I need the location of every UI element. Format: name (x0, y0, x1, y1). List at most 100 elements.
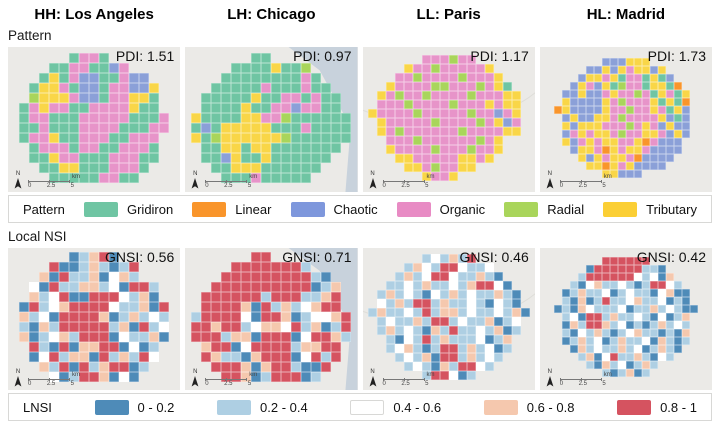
grid-cell (211, 163, 222, 173)
grid-cell (457, 317, 467, 326)
grid-cell (625, 58, 634, 66)
legend-item-label: Tributary (646, 201, 697, 217)
grid-cell (201, 153, 212, 163)
grid-cell (439, 136, 449, 145)
grid-cell (79, 372, 89, 382)
grid-cell (89, 73, 99, 83)
grid-cell (673, 337, 682, 345)
grid-cell (609, 281, 618, 289)
grid-cell (412, 118, 422, 127)
grid-cell (376, 127, 386, 136)
grid-cell (625, 106, 634, 114)
grid-cell (139, 352, 149, 362)
grid-cell (89, 133, 99, 143)
grid-cell (412, 64, 422, 73)
grid-cell (394, 118, 404, 127)
grid-cell (29, 133, 39, 143)
grid-cell (291, 372, 302, 382)
grid-cell (641, 146, 650, 154)
grid-cell (211, 292, 222, 302)
grid-cell (569, 337, 578, 345)
grid-cell (601, 281, 610, 289)
north-arrow-icon (14, 376, 22, 387)
grid-cell (665, 90, 674, 98)
grid-cell (231, 292, 242, 302)
map-chrome: N km 0 2.5 5 (546, 171, 612, 189)
grid-cell (231, 73, 242, 83)
grid-cell (601, 170, 610, 178)
grid-cell (129, 123, 139, 133)
grid-cell (484, 362, 494, 371)
grid-cell (241, 332, 252, 342)
north-arrow-icon (191, 376, 199, 387)
north-arrow: N (191, 369, 199, 387)
grid-cell (609, 106, 618, 114)
legend-item-label: Gridiron (126, 201, 174, 217)
grid-cell (291, 352, 302, 362)
grid-cell (221, 123, 232, 133)
grid-cell (421, 362, 431, 371)
grid-cell (475, 136, 485, 145)
grid-cell (585, 162, 594, 170)
grid-cell (79, 322, 89, 332)
grid-cell (311, 362, 322, 372)
grid-cell (385, 127, 395, 136)
grid-cell (412, 73, 422, 82)
grid-cell (367, 109, 377, 118)
grid-cell (99, 342, 109, 352)
grid-cell (448, 290, 458, 299)
grid-cell (119, 93, 129, 103)
grid-cell (261, 153, 272, 163)
grid-cell (394, 326, 404, 335)
grid-cell (457, 55, 467, 64)
grid-cell (439, 145, 449, 154)
grid-cell (403, 64, 413, 73)
grid-cell (69, 262, 79, 272)
grid-cell (403, 109, 413, 118)
grid-cell (577, 281, 586, 289)
grid-cell (617, 289, 626, 297)
grid-cell (439, 308, 449, 317)
grid-cell (211, 312, 222, 322)
grid-cell (601, 122, 610, 130)
metric-annotation: GNSI: 0.46 (459, 249, 529, 265)
grid-cell (39, 83, 49, 93)
grid-cell (633, 98, 642, 106)
grid-cell (281, 73, 292, 83)
grid-cell (89, 292, 99, 302)
grid-cell (457, 308, 467, 317)
grid-cell (641, 58, 650, 66)
grid-cell (466, 362, 476, 371)
grid-cell (466, 163, 476, 172)
grid-cell (59, 352, 69, 362)
grid-cell (601, 82, 610, 90)
grid-cell (129, 83, 139, 93)
grid-cell (609, 369, 618, 377)
grid-cell (561, 90, 570, 98)
grid-cell (221, 133, 232, 143)
grid-cell (633, 146, 642, 154)
grid-cell (261, 312, 272, 322)
scale-tick-labels: 0 2.5 5 (383, 183, 429, 189)
grid-cell (69, 113, 79, 123)
grid-cell (502, 326, 512, 335)
grid-cell (609, 82, 618, 90)
grid-cell (601, 58, 610, 66)
grid-cell (261, 352, 272, 362)
grid-cell (89, 262, 99, 272)
grid-cell (466, 100, 476, 109)
grid-cell (657, 321, 666, 329)
grid-cell (394, 335, 404, 344)
grid-cell (493, 335, 503, 344)
grid-cell (291, 113, 302, 123)
legend-title: LNSI (23, 399, 52, 415)
grid-cell (457, 64, 467, 73)
grid-cell (649, 130, 658, 138)
grid-cell (109, 302, 119, 312)
grid-cell (69, 63, 79, 73)
grid-cell (617, 122, 626, 130)
grid-cell (201, 312, 212, 322)
grid-cell (665, 297, 674, 305)
grid-cells-layer (8, 47, 180, 192)
grid-cell (79, 53, 89, 63)
